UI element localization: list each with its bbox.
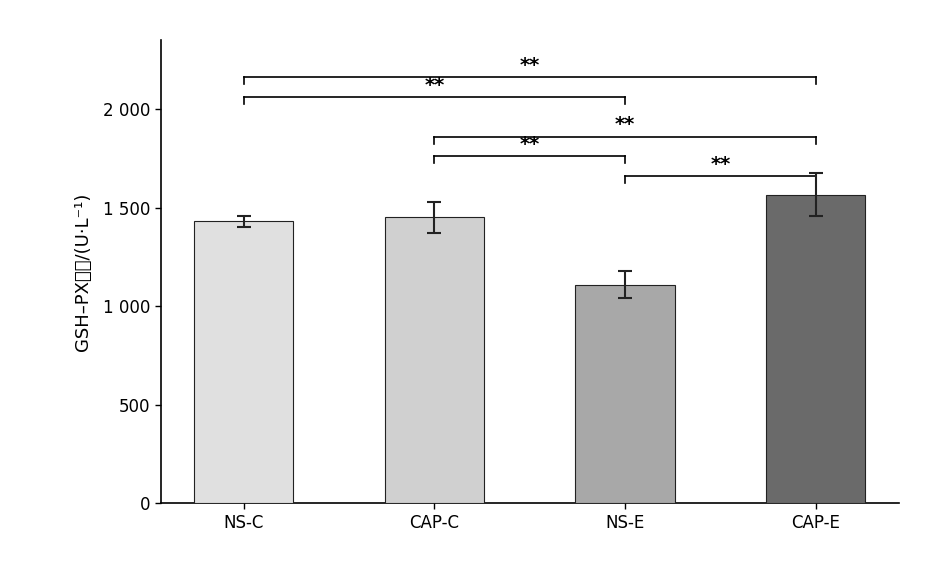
- Y-axis label: GSH–PX活性/(U·L⁻¹): GSH–PX活性/(U·L⁻¹): [74, 193, 92, 351]
- Bar: [575, 284, 674, 503]
- Text: **: **: [615, 116, 635, 134]
- Bar: [194, 221, 293, 503]
- Text: **: **: [425, 76, 445, 95]
- Text: **: **: [519, 135, 540, 154]
- Text: **: **: [710, 154, 730, 174]
- Bar: [385, 217, 484, 503]
- Text: **: **: [519, 56, 540, 75]
- Bar: [766, 195, 866, 503]
